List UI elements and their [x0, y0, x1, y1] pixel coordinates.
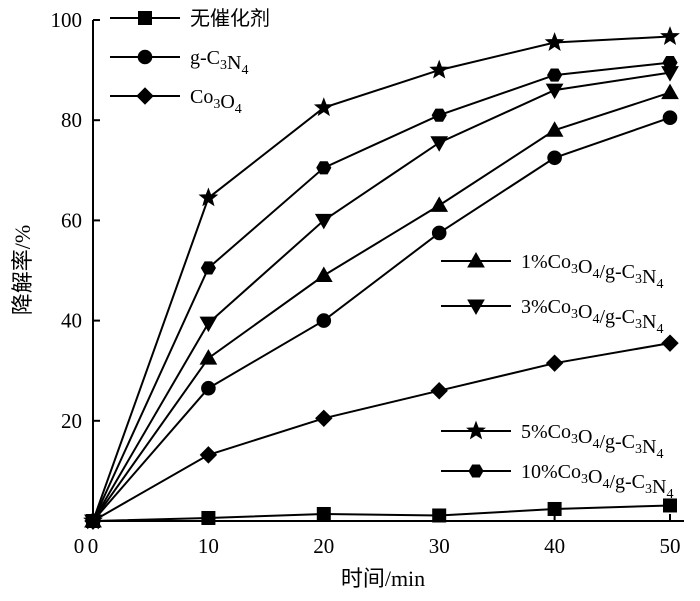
data-point [544, 32, 565, 51]
series-layer [83, 26, 680, 531]
series-5 [84, 66, 679, 531]
x-axis-title: 时间/min [341, 566, 425, 591]
x-tick-label: 50 [660, 534, 681, 558]
legend-marker [467, 299, 485, 316]
data-point [316, 506, 331, 521]
data-point [199, 446, 218, 464]
data-point [199, 316, 218, 333]
legend-marker [138, 11, 152, 25]
ticks: 0 10 20 30 40 50 0 20 40 60 80 100 [51, 8, 681, 558]
data-point [201, 510, 216, 525]
data-point [198, 187, 219, 207]
y-tick-label: 0 [74, 534, 85, 558]
series-line [92, 342, 671, 522]
data-point [199, 349, 218, 365]
x-tick-label: 0 [88, 534, 99, 558]
data-point [315, 409, 333, 428]
data-point [545, 83, 564, 100]
legend-entry: g-C3N4 [110, 47, 248, 78]
data-point [547, 150, 562, 166]
legend-label: 3%Co3O4/g-C3N4 [521, 296, 663, 337]
data-point [316, 313, 332, 328]
data-point [547, 68, 563, 82]
series-3 [84, 334, 679, 530]
legend-marker [137, 49, 153, 65]
series-7 [85, 56, 678, 528]
data-point [431, 225, 447, 241]
x-tick-label: 20 [313, 534, 334, 558]
legend-marker [468, 464, 484, 478]
data-point [547, 501, 562, 516]
series-line [92, 61, 671, 522]
y-tick-label: 100 [51, 8, 83, 32]
legend-entry: 无催化剂 [110, 7, 270, 30]
legend-label: Co3O4 [190, 86, 242, 117]
data-point [431, 108, 447, 122]
y-tick-label: 40 [61, 309, 82, 333]
legend-entry: Co3O4 [110, 86, 242, 117]
series-line [92, 504, 671, 522]
series-line [92, 91, 671, 522]
legend-marker [466, 420, 486, 440]
legend-label: 无催化剂 [190, 7, 270, 30]
data-point [662, 56, 678, 70]
data-point [429, 59, 450, 79]
data-point [545, 121, 564, 137]
x-tick-label: 10 [198, 534, 219, 558]
legend-label: g-C3N4 [190, 47, 248, 78]
data-point [662, 110, 678, 125]
data-point [663, 498, 677, 513]
axes [92, 20, 684, 522]
data-point [201, 380, 216, 396]
series-line [92, 35, 671, 522]
data-point [660, 26, 680, 45]
y-tick-label: 80 [61, 108, 82, 132]
data-point [200, 261, 216, 275]
legend-marker [136, 87, 154, 105]
data-point [432, 508, 447, 523]
legend-entry: 5%Co3O4/g-C3N4 [441, 420, 663, 462]
y-tick-label: 60 [61, 208, 82, 232]
x-tick-label: 40 [544, 534, 565, 558]
data-point [85, 514, 101, 528]
legend-marker [467, 251, 485, 268]
series-line [92, 71, 671, 522]
data-point [430, 196, 449, 212]
legend-label: 1%Co3O4/g-C3N4 [521, 251, 663, 292]
legend: 无催化剂 g-C3N4 Co3O4 1%Co3O4/g-C3N43%Co3O4/g-C… [110, 7, 673, 502]
series-line [92, 116, 671, 522]
legend-entry: 1%Co3O4/g-C3N4 [441, 251, 663, 292]
data-point [430, 382, 448, 400]
data-point [313, 97, 334, 117]
data-point [661, 83, 679, 100]
legend-entry: 10%Co3O4/g-C3N4 [441, 461, 673, 502]
data-point [314, 213, 333, 230]
legend-entry: 3%Co3O4/g-C3N4 [441, 296, 663, 337]
data-point [316, 161, 332, 175]
y-axis-title: 降解率/% [10, 225, 35, 315]
series-1 [86, 498, 677, 528]
data-point [545, 354, 564, 372]
data-point [430, 136, 449, 152]
x-tick-label: 30 [429, 534, 450, 558]
legend-label: 10%Co3O4/g-C3N4 [521, 461, 673, 502]
legend-label: 5%Co3O4/g-C3N4 [521, 421, 663, 462]
y-tick-label: 20 [61, 409, 82, 433]
data-point [661, 334, 679, 352]
data-point [314, 266, 333, 283]
